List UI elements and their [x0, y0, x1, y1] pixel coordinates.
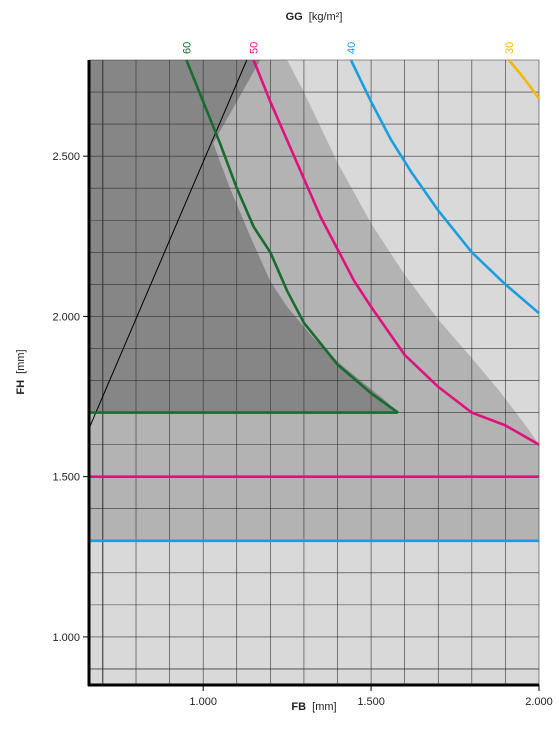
- x-tick-label: 2.000: [525, 696, 553, 708]
- series-label-40: 40: [346, 42, 358, 54]
- x-axis-label-unit: [mm]: [312, 701, 336, 713]
- grid: [89, 59, 540, 685]
- series-lines: 60 50 40 30: [88, 42, 541, 543]
- x-tick-label: 1.000: [189, 696, 217, 708]
- y-axis-label-bold: FH: [15, 380, 27, 395]
- labels: GG [kg/m²] FB [mm] FH [mm]: [15, 11, 342, 713]
- y-tick-label: 1.500: [52, 472, 80, 484]
- series-line-50: [252, 59, 540, 446]
- y-tick-label: 1.000: [52, 632, 80, 644]
- top-axis-label: GG [kg/m²]: [286, 11, 343, 23]
- top-axis-label-bold: GG: [286, 11, 303, 23]
- x-axis-label: FB [mm]: [291, 701, 336, 713]
- series-line-30: [507, 59, 541, 100]
- series-label-30: 30: [504, 42, 516, 54]
- y-tick-label: 2.000: [52, 311, 80, 323]
- y-tick-label: 2.500: [52, 151, 80, 163]
- y-axis-label-unit: [mm]: [15, 349, 27, 373]
- boundary-line: [88, 59, 248, 429]
- x-tick-label: 1.500: [357, 696, 385, 708]
- shaded-regions: [89, 60, 539, 685]
- series-line-40: [349, 59, 540, 315]
- region-inner: [89, 60, 398, 429]
- x-axis-label-bold: FB: [291, 701, 306, 713]
- y-axis-label: FH [mm]: [15, 349, 27, 394]
- top-axis-label-unit: [kg/m²]: [309, 11, 343, 23]
- axes: 1.000 1.500 2.000 1.000 1.500 2.000 2.500: [52, 60, 553, 708]
- series-line-60: [185, 59, 399, 414]
- series-label-60: 60: [181, 42, 193, 54]
- series-label-50: 50: [249, 42, 261, 54]
